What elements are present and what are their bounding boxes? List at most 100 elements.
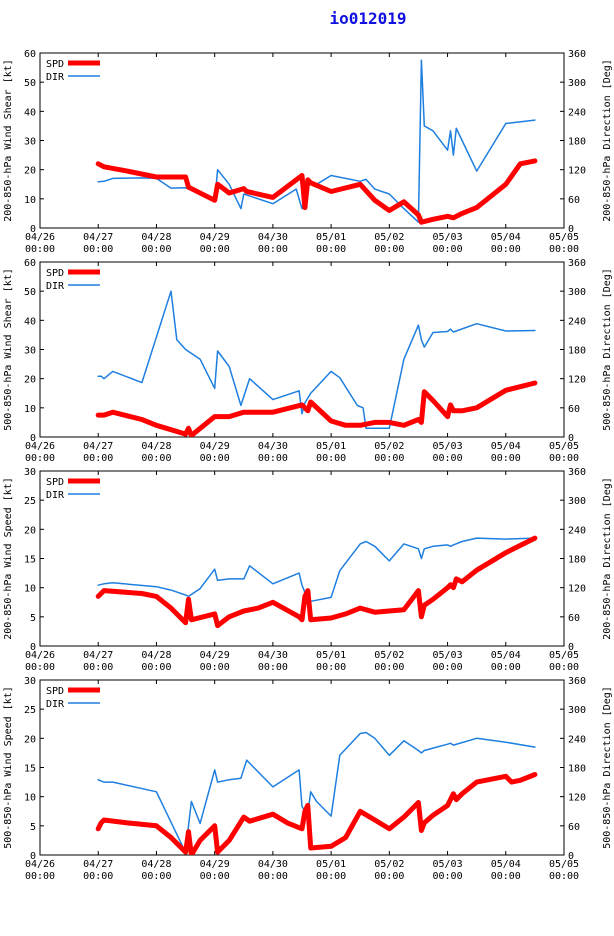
x-tick-label-date: 05/05 [549,232,579,243]
y2-tick-label: 360 [568,676,586,687]
x-tick-label-date: 04/26 [25,232,55,243]
x-tick-label-time: 00:00 [200,662,230,673]
x-tick-label-time: 00:00 [141,662,171,673]
x-tick-label-date: 05/01 [316,650,346,661]
x-tick-label-date: 04/27 [83,650,113,661]
y-tick-label: 50 [24,287,36,298]
x-tick-label-time: 00:00 [549,871,579,882]
x-tick-label-date: 05/01 [316,232,346,243]
y2-tick-label: 300 [568,78,586,89]
y-tick-label: 0 [30,433,36,444]
x-tick-label-date: 04/26 [25,859,55,870]
chart-panel-4: 04/2600:0004/2700:0004/2800:0004/2900:00… [3,676,613,882]
x-tick-label-date: 05/04 [491,859,521,870]
x-tick-label-time: 00:00 [316,662,346,673]
y-tick-label: 15 [24,764,36,775]
x-tick-label-time: 00:00 [141,244,171,255]
x-tick-label-date: 04/29 [200,232,230,243]
x-tick-label-time: 00:00 [549,662,579,673]
legend-spd-label: SPD [46,477,64,488]
y2-axis-label: 500-850-hPa Direction [Deg] [602,268,613,431]
x-tick-label-date: 04/28 [141,441,171,452]
y2-tick-label: 240 [568,107,586,118]
y-tick-label: 0 [30,851,36,862]
x-tick-label-date: 04/28 [141,232,171,243]
x-tick-label-time: 00:00 [141,453,171,464]
x-tick-label-time: 00:00 [374,662,404,673]
x-tick-label-date: 04/30 [258,650,288,661]
y-tick-label: 30 [24,467,36,478]
x-tick-label-date: 04/29 [200,441,230,452]
x-tick-label-date: 05/02 [374,650,404,661]
y2-tick-label: 60 [568,195,580,206]
y-tick-label: 60 [24,258,36,269]
dir-series-line [97,537,536,603]
legend-dir-label: DIR [46,281,65,292]
legend-dir-label: DIR [46,699,65,710]
x-tick-label-date: 05/01 [316,859,346,870]
spd-series-line [95,535,538,629]
y-tick-label: 30 [24,137,36,148]
y2-tick-label: 360 [568,49,586,60]
x-tick-label-date: 04/29 [200,650,230,661]
x-tick-label-date: 04/30 [258,232,288,243]
panels: 04/2600:0004/2700:0004/2800:0004/2900:00… [3,49,613,882]
x-tick-label-date: 05/02 [374,232,404,243]
x-tick-label-time: 00:00 [83,244,113,255]
spd-series-line [95,772,538,855]
x-tick-label-time: 00:00 [433,871,463,882]
y2-tick-label: 120 [568,166,586,177]
x-tick-label-time: 00:00 [258,453,288,464]
x-tick-label-time: 00:00 [549,453,579,464]
dir-series-line [97,290,536,430]
x-tick-label-date: 05/04 [491,441,521,452]
page-title: io012019 [329,9,406,28]
y-tick-label: 10 [24,195,36,206]
x-tick-label-time: 00:00 [433,662,463,673]
y2-tick-label: 180 [568,137,586,148]
x-tick-label-date: 05/02 [374,441,404,452]
y2-tick-label: 0 [568,224,574,235]
y-axis-label: 200-850-hPa Wind Speed [kt] [3,477,14,640]
x-tick-label-date: 04/26 [25,441,55,452]
y-tick-label: 15 [24,555,36,566]
y-tick-label: 20 [24,166,36,177]
y-tick-label: 20 [24,734,36,745]
x-tick-label-date: 05/01 [316,441,346,452]
x-tick-label-date: 05/04 [491,232,521,243]
y2-tick-label: 300 [568,705,586,716]
y-tick-label: 10 [24,793,36,804]
y2-tick-label: 180 [568,346,586,357]
y2-tick-label: 60 [568,822,580,833]
x-tick-label-date: 04/27 [83,232,113,243]
x-tick-label-time: 00:00 [83,871,113,882]
x-tick-label-time: 00:00 [25,871,55,882]
y2-tick-label: 180 [568,555,586,566]
y2-tick-label: 180 [568,764,586,775]
legend-spd-label: SPD [46,59,64,70]
y-tick-label: 20 [24,525,36,536]
y2-axis-label: 200-850-hPa Direction [Deg] [602,59,613,222]
x-tick-label-time: 00:00 [25,244,55,255]
x-tick-label-time: 00:00 [374,453,404,464]
y-tick-label: 30 [24,676,36,687]
legend-dir-label: DIR [46,72,65,83]
x-tick-label-time: 00:00 [200,871,230,882]
x-tick-label-time: 00:00 [25,662,55,673]
spd-series-line [95,158,538,225]
x-tick-label-date: 05/05 [549,441,579,452]
y-tick-label: 25 [24,705,36,716]
y-tick-label: 5 [30,822,36,833]
y2-tick-label: 120 [568,375,586,386]
x-tick-label-date: 04/29 [200,859,230,870]
x-tick-label-time: 00:00 [491,244,521,255]
x-tick-label-time: 00:00 [316,871,346,882]
x-tick-label-time: 00:00 [83,662,113,673]
y-axis-label: 500-850-hPa Wind Shear [kt] [3,268,14,431]
x-tick-label-date: 04/28 [141,859,171,870]
y-tick-label: 30 [24,346,36,357]
dir-series-line [97,59,536,223]
y-tick-label: 50 [24,78,36,89]
y-tick-label: 10 [24,584,36,595]
